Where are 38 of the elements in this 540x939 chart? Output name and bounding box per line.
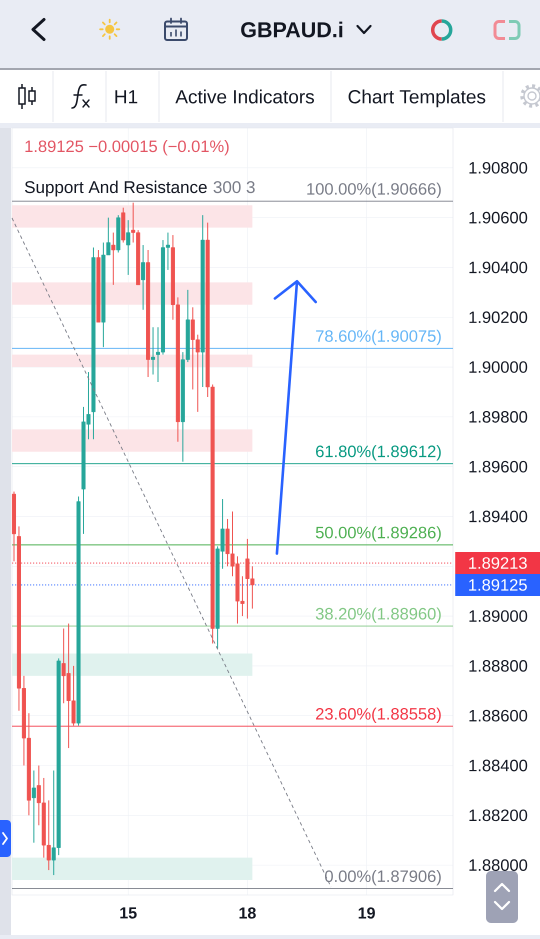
candlestick — [32, 770, 36, 844]
y-tick-label: 1.88200 — [469, 809, 528, 822]
chart-title: GBPAUD.i — [241, 22, 342, 38]
y-tick-label: 1.90000 — [469, 361, 528, 373]
y-tick-label: 1.89600 — [469, 460, 528, 473]
candlestick — [126, 220, 130, 276]
y-tick-label: 1.90400 — [469, 262, 528, 274]
y-tick-label: 1.89400 — [469, 510, 528, 522]
annotation: 1.89125 −0.00015 (−0.01%) — [25, 140, 229, 156]
y-tick-label: 1.90600 — [469, 212, 528, 224]
y-tick-label: 1.88000 — [469, 859, 528, 871]
y-tick-label: 1.90800 — [469, 162, 528, 174]
candlestick — [111, 232, 116, 286]
ref-line-label: 1.89213 — [469, 557, 527, 569]
ref-line-label: 38.20%(1.88960) — [316, 607, 441, 623]
y-tick-label: 1.88400 — [469, 760, 528, 772]
ref-line-label: 61.80%(1.89612) — [316, 445, 441, 460]
text: Active Indicators — [175, 90, 314, 104]
x-tick-label: 18 — [240, 907, 256, 919]
ref-line-label: 50.00%(1.89286) — [316, 526, 441, 542]
text: Chart Templates — [348, 90, 486, 108]
ref-line-label: 100.00%(1.90666) — [307, 182, 441, 198]
y-tick-label: 1.89000 — [469, 610, 528, 622]
candlestick — [141, 244, 146, 310]
ref-line-label: 78.60%(1.90075) — [316, 330, 441, 346]
x-tick-label: 15 — [120, 907, 137, 919]
y-tick-label: 1.88800 — [469, 660, 528, 672]
y-tick-label: 1.89800 — [469, 411, 528, 423]
text: H1 — [115, 90, 138, 104]
ref-line-label: 1.89125 — [469, 579, 527, 591]
ref-line-label: 0.00%(1.87906) — [325, 870, 441, 886]
annotation: 300 3 — [214, 181, 255, 194]
candlestick — [151, 326, 156, 376]
y-tick-label: 1.88600 — [469, 710, 528, 722]
x-tick-label: 19 — [358, 907, 375, 919]
y-tick-label: 1.90200 — [469, 311, 528, 324]
ref-line-label: 23.60%(1.88558) — [316, 708, 441, 723]
annotation: Support And Resistance — [24, 180, 207, 197]
